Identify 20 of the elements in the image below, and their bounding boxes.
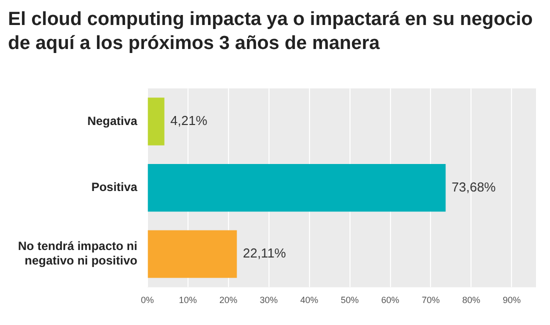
x-tick-label: 30%: [260, 295, 278, 306]
y-tick-label: Positiva: [91, 180, 138, 194]
y-tick-label: No tendrá impacto ni negativo ni positivo: [18, 239, 138, 268]
x-tick-label: 20%: [219, 295, 238, 306]
data-label: 73,68%: [452, 179, 496, 194]
data-label: 4,21%: [170, 113, 208, 128]
bar: [148, 164, 446, 212]
y-tick-label: Negativa: [87, 114, 138, 128]
x-tick-label: 80%: [462, 295, 480, 306]
bar: [148, 230, 237, 278]
x-tick-label: 90%: [502, 295, 521, 306]
x-tick-label: 10%: [178, 295, 197, 306]
x-tick-label: 50%: [340, 295, 359, 306]
x-tick-label: 0%: [140, 295, 154, 306]
data-label: 22,11%: [242, 246, 286, 261]
bar: [148, 98, 164, 146]
x-tick-label: 70%: [422, 295, 440, 306]
x-tick-label: 60%: [381, 295, 400, 306]
x-tick-label: 40%: [300, 295, 318, 306]
chart-title: El cloud computing impacta ya o impactará en su negocio de aquí a los próximos 3 años de manera: [8, 8, 534, 56]
